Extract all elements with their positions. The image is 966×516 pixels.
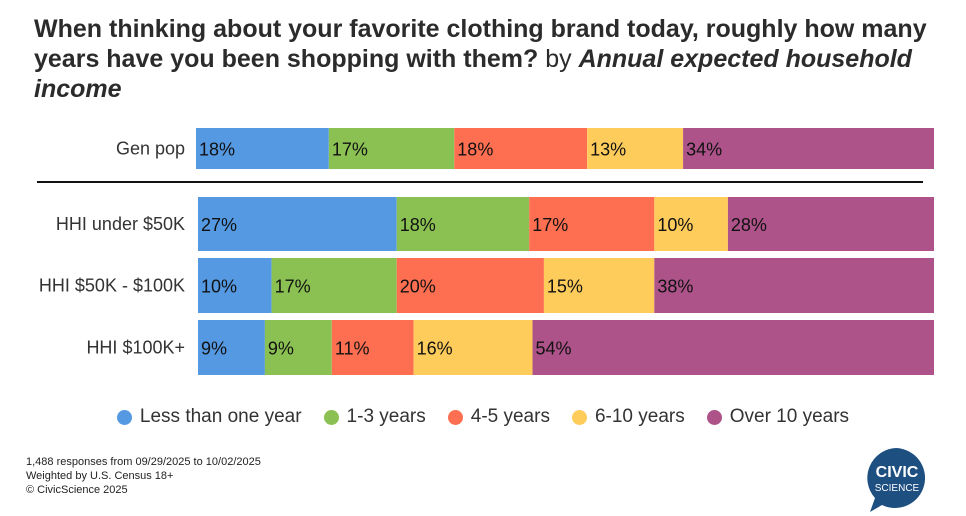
legend-item: Over 10 years <box>706 406 850 428</box>
svg-text:CIVIC: CIVIC <box>876 464 919 481</box>
bar-segment <box>454 128 588 169</box>
chart-title: When thinking about your favorite clothi… <box>34 14 934 104</box>
category-label: HHI $50K - $100K <box>39 276 185 296</box>
bar-segment <box>413 320 533 375</box>
data-label: 10% <box>201 277 237 297</box>
data-label: 18% <box>199 140 235 160</box>
bar-segment <box>328 128 455 169</box>
data-label: 18% <box>457 140 493 160</box>
bar-segment <box>654 258 934 313</box>
bar-segment <box>529 197 655 251</box>
legend-label: Over 10 years <box>729 406 850 427</box>
legend-label: Less than one year <box>139 406 302 427</box>
legend-swatch <box>571 409 587 425</box>
bar-segment <box>587 128 684 169</box>
stacked-bar-chart: Gen pop 18% 17% 18% 13% 34% HHI under $50K 27% 1… <box>37 128 934 375</box>
footer-responses: 1,488 responses from 09/29/2025 to 10/02… <box>26 456 261 468</box>
bar-segment <box>727 197 934 251</box>
data-label: 54% <box>536 339 572 359</box>
legend-item: Less than one year <box>116 406 302 428</box>
civicscience-logo: CIVIC SCIENCE <box>867 448 926 512</box>
legend: Less than one year 1-3 years 4-5 years 6-10… <box>0 406 966 428</box>
data-label: 34% <box>686 140 722 160</box>
legend-swatch <box>706 409 722 425</box>
legend-swatch <box>447 409 463 425</box>
title-by: by <box>545 45 572 73</box>
data-label: 17% <box>275 277 311 297</box>
data-label: 16% <box>417 339 453 359</box>
bar-segment <box>196 128 329 169</box>
bar-segment <box>396 197 530 251</box>
footer-weighting: Weighted by U.S. Census 18+ <box>26 470 174 482</box>
data-label: 17% <box>532 215 568 235</box>
data-label: 9% <box>201 339 227 359</box>
legend-item: 1-3 years <box>323 406 426 428</box>
svg-text:SCIENCE: SCIENCE <box>875 483 920 494</box>
bar-segment <box>198 258 272 313</box>
bar-segment <box>396 258 544 313</box>
legend-item: 4-5 years <box>447 406 550 428</box>
data-label: 13% <box>590 140 626 160</box>
bar-segment <box>198 320 265 375</box>
bar-segment <box>331 320 414 375</box>
legend-swatch <box>116 409 132 425</box>
data-label: 27% <box>201 215 237 235</box>
legend-item: 6-10 years <box>571 406 685 428</box>
category-label: Gen pop <box>116 139 185 159</box>
data-label: 9% <box>268 339 294 359</box>
bar-segment <box>654 197 728 251</box>
data-label: 20% <box>400 277 436 297</box>
legend-label: 4-5 years <box>470 406 550 427</box>
bar-segment <box>264 320 332 375</box>
category-label: HHI $100K+ <box>86 338 185 358</box>
footer-copyright: © CivicScience 2025 <box>26 484 128 496</box>
bar-segment <box>683 128 934 169</box>
bar-segment <box>271 258 397 313</box>
bar-segment <box>198 197 397 251</box>
data-label: 28% <box>731 215 767 235</box>
footer: 1,488 responses from 09/29/2025 to 10/02… <box>26 455 261 497</box>
data-label: 10% <box>657 215 693 235</box>
title-text: When thinking about your favorite clothi… <box>34 15 927 73</box>
data-label: 18% <box>400 215 436 235</box>
legend-label: 6-10 years <box>594 406 685 427</box>
data-label: 17% <box>332 140 368 160</box>
data-label: 11% <box>335 339 370 359</box>
legend-swatch <box>323 409 339 425</box>
data-label: 38% <box>657 277 693 297</box>
bar-segment <box>543 258 655 313</box>
legend-label: 1-3 years <box>346 406 426 427</box>
category-label: HHI under $50K <box>56 214 185 234</box>
bar-segment <box>532 320 934 375</box>
data-label: 15% <box>547 277 583 297</box>
chart-subtitle: Annual expected household income <box>34 45 912 103</box>
